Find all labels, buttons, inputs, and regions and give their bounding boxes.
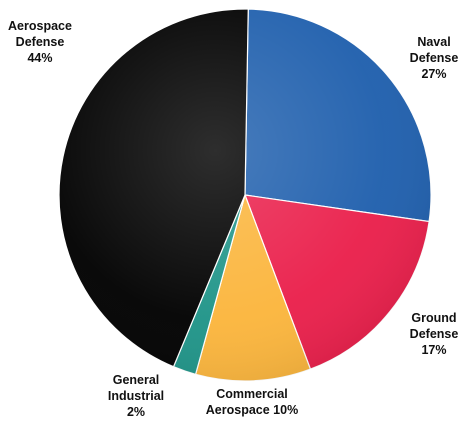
pie-label-1-line-1: Defense [410,327,459,341]
pie-label-2-line-1: Aerospace 10% [206,403,298,417]
pie-label-4-line-0: Aerospace [8,19,72,33]
pie-label-3: General Industrial 2% [108,373,164,419]
pie-slices [58,8,432,382]
pie-label-4: Aerospace Defense 44% [8,19,72,65]
pie-label-0-line-0: Naval [417,35,450,49]
pie-label-1-line-0: Ground [411,311,456,325]
pie-label-2-line-0: Commercial [216,387,288,401]
pie-label-3-line-1: Industrial [108,389,164,403]
pie-label-0-line-2: 27% [421,67,446,81]
pie-slice-0 [244,8,432,223]
pie-label-3-line-2: 2% [127,405,145,419]
pie-label-3-line-0: General [113,373,160,387]
pie-label-4-line-2: 44% [27,51,52,65]
pie-label-2: Commercial Aerospace 10% [206,387,298,417]
pie-label-1: Ground Defense 17% [410,311,459,357]
pie-label-0: Naval Defense 27% [410,35,459,81]
pie-labels: Naval Defense 27% Ground Defense 17% Commercia… [8,19,458,419]
pie-label-1-line-2: 17% [421,343,446,357]
pie-label-0-line-1: Defense [410,51,459,65]
pie-label-4-line-1: Defense [16,35,65,49]
